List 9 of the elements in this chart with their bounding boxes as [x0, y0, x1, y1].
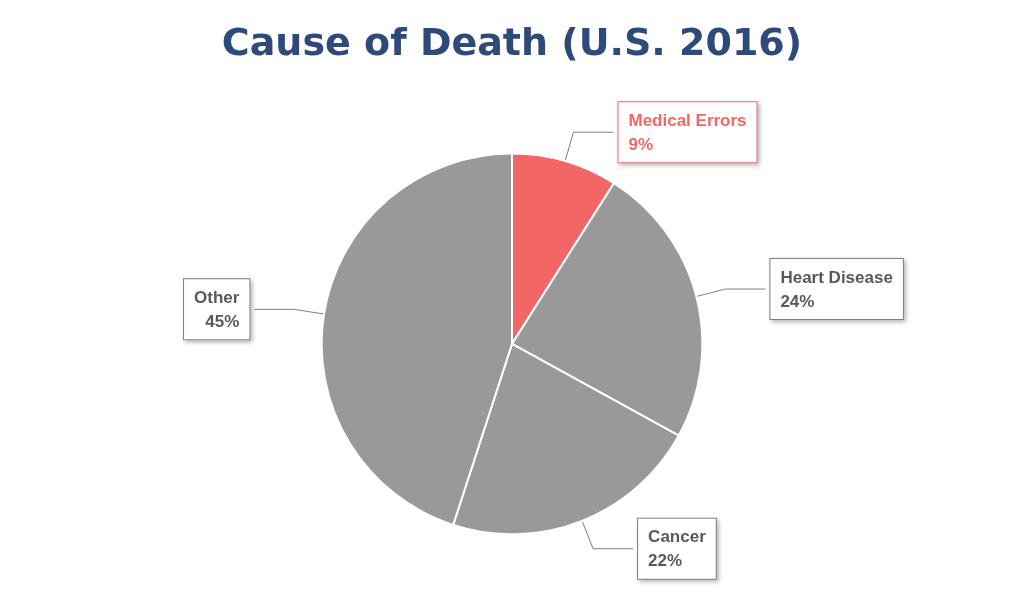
slice-label: Heart Disease [780, 267, 893, 287]
data-label: 45% [205, 311, 240, 331]
chart-title: Cause of Death (U.S. 2016) [221, 20, 803, 64]
data-label: 9% [628, 134, 654, 154]
slice-label: Cancer [648, 527, 707, 547]
data-label: 24% [780, 291, 815, 311]
slice-label: Other [194, 287, 240, 307]
slice-label: Medical Errors [628, 110, 747, 130]
data-label: 22% [648, 551, 683, 571]
